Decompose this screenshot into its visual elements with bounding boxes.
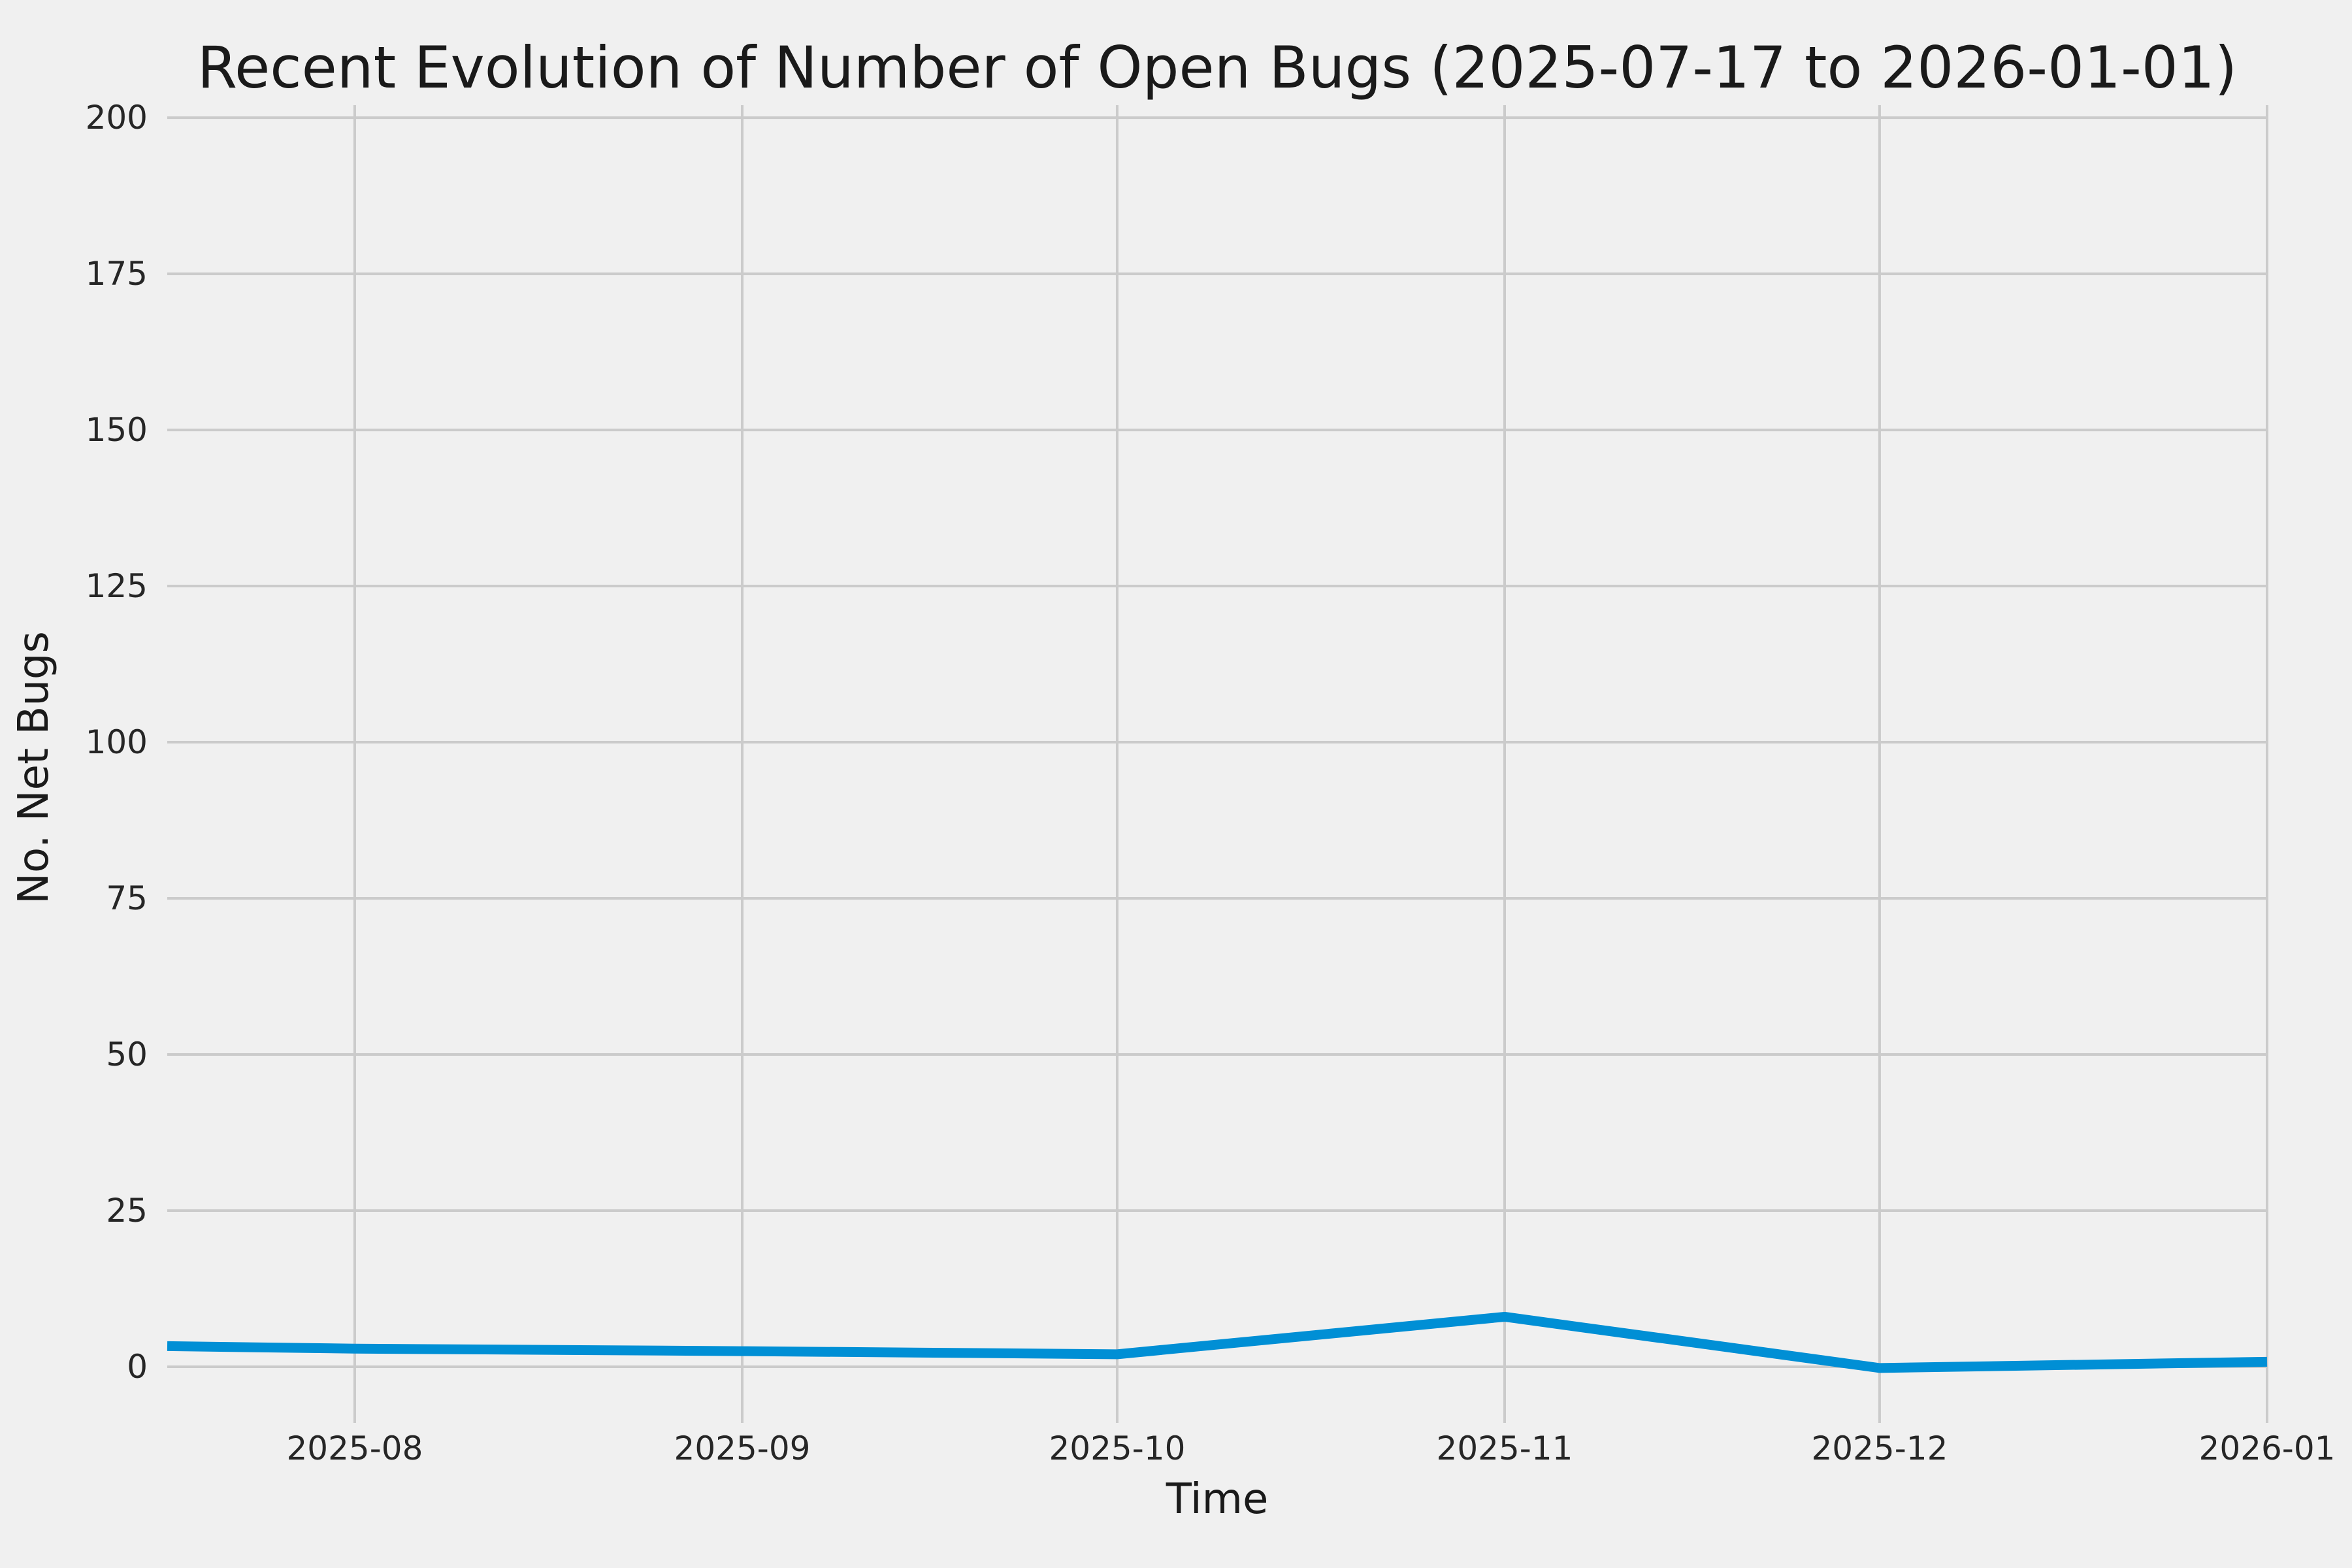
- chart-title: Recent Evolution of Number of Open Bugs …: [197, 34, 2238, 101]
- y-tick-label: 125: [85, 567, 148, 606]
- x-tick-label: 2025-12: [1811, 1429, 1948, 1467]
- x-tick-label: 2025-09: [674, 1429, 811, 1467]
- y-tick-label: 150: [85, 411, 148, 449]
- line-series: [167, 1311, 2268, 1373]
- y-tick-label: 50: [106, 1036, 148, 1073]
- open-bugs-line: [167, 1311, 2268, 1373]
- y-tick-label: 75: [106, 879, 148, 918]
- y-tick-label: 0: [127, 1347, 148, 1386]
- y-tick-label: 200: [85, 99, 148, 137]
- y-axis-label: No. Net Bugs: [10, 631, 58, 904]
- x-tick-label: 2026-01: [2198, 1429, 2336, 1467]
- x-tick-label: 2025-11: [1436, 1429, 1573, 1467]
- y-tick-label: 100: [85, 723, 148, 762]
- gridlines: [167, 105, 2268, 1423]
- x-axis-label: Time: [1166, 1475, 1269, 1524]
- x-tick-label: 2025-10: [1049, 1429, 1186, 1467]
- x-tick-label: 2025-08: [286, 1429, 423, 1467]
- y-tick-label: 25: [106, 1191, 148, 1230]
- y-tick-label: 175: [85, 255, 148, 293]
